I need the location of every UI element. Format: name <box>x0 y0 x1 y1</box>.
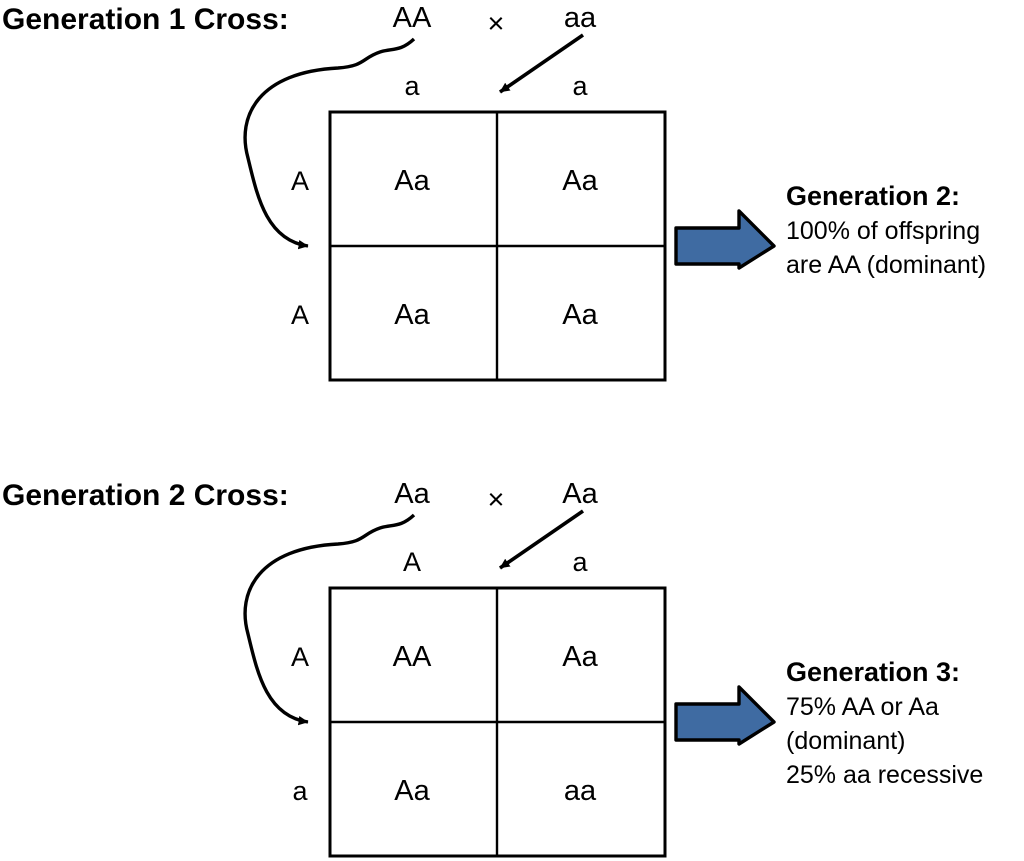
svg-text:a: a <box>404 71 420 101</box>
svg-text:Aa: Aa <box>394 775 430 807</box>
svg-text:A: A <box>403 547 421 577</box>
svg-text:Aa: Aa <box>562 478 598 510</box>
svg-text:a: a <box>572 547 588 577</box>
svg-text:Aa: Aa <box>562 165 598 197</box>
svg-text:aa: aa <box>564 775 597 807</box>
svg-text:Aa: Aa <box>394 299 430 331</box>
svg-text:(dominant): (dominant) <box>786 727 906 755</box>
svg-text:Generation 1 Cross:: Generation 1 Cross: <box>2 3 289 36</box>
svg-text:aa: aa <box>564 2 597 34</box>
svg-text:Generation 2:: Generation 2: <box>786 181 960 211</box>
svg-text:Aa: Aa <box>562 641 598 673</box>
svg-text:25% aa recessive: 25% aa recessive <box>786 761 983 789</box>
svg-text:a: a <box>572 71 588 101</box>
svg-text:Generation 2 Cross:: Generation 2 Cross: <box>2 479 289 512</box>
svg-text:Aa: Aa <box>394 478 430 510</box>
svg-text:a: a <box>292 776 308 806</box>
svg-text:A: A <box>291 166 309 196</box>
svg-text:100% of offspring: 100% of offspring <box>786 217 980 245</box>
svg-text:Generation 3:: Generation 3: <box>786 657 960 687</box>
svg-text:AA: AA <box>393 641 432 673</box>
svg-text:×: × <box>488 8 505 40</box>
svg-text:Aa: Aa <box>562 299 598 331</box>
svg-text:A: A <box>291 300 309 330</box>
svg-text:AA: AA <box>393 2 432 34</box>
svg-text:A: A <box>291 642 309 672</box>
svg-text:×: × <box>488 484 505 516</box>
svg-text:are AA (dominant): are AA (dominant) <box>786 251 986 279</box>
svg-text:Aa: Aa <box>394 165 430 197</box>
svg-text:75% AA or Aa: 75% AA or Aa <box>786 693 939 721</box>
